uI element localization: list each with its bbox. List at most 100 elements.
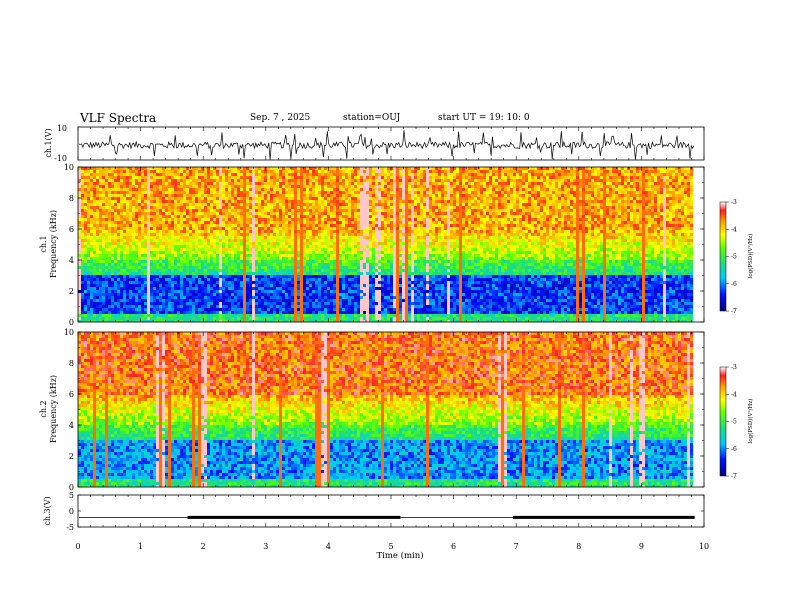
- spectrogram-cell: [339, 233, 343, 237]
- spectrogram-cell: [300, 236, 304, 240]
- spectrogram-cell: [237, 176, 241, 180]
- spectrogram-cell: [660, 176, 664, 180]
- spectrogram-cell: [309, 197, 313, 201]
- spectrogram-cell: [87, 170, 91, 174]
- spectrogram-cell: [423, 230, 427, 234]
- spectrogram-cell: [639, 221, 643, 225]
- spectrogram-cell: [555, 170, 559, 174]
- spectrogram-cell: [441, 170, 445, 174]
- spectrogram-cell: [606, 218, 610, 222]
- spectrogram-cell: [642, 170, 646, 174]
- spectrogram-cell: [243, 197, 247, 201]
- spectrogram-cell: [183, 191, 187, 195]
- spectrogram-cell: [390, 170, 394, 174]
- spectrogram-cell: [522, 236, 526, 240]
- spectrogram-cell: [510, 215, 514, 219]
- spectrogram-cell: [381, 218, 385, 222]
- spectrogram-cell: [393, 167, 397, 171]
- spectrogram-cell: [588, 176, 592, 180]
- spectrogram-cell: [318, 167, 322, 171]
- spectrogram-cell: [507, 191, 511, 195]
- spectrogram-cell: [99, 188, 103, 192]
- spectrogram-cell: [609, 182, 613, 186]
- spectrogram-cell: [564, 233, 568, 237]
- spectrogram-cell: [462, 197, 466, 201]
- spectrogram-cell: [393, 203, 397, 207]
- spectrogram-cell: [87, 209, 91, 213]
- spectrogram-cell: [243, 170, 247, 174]
- spectrogram-cell: [180, 179, 184, 183]
- spectrogram-cell: [312, 188, 316, 192]
- spectrogram-cell: [486, 221, 490, 225]
- spectrogram-cell: [456, 185, 460, 189]
- spectrogram-cell: [108, 224, 112, 228]
- spectrogram-cell: [258, 197, 262, 201]
- spectrogram-cell: [147, 203, 151, 207]
- spectrogram-cell: [117, 197, 121, 201]
- spectrogram-cell: [132, 212, 136, 216]
- spectrogram-cell: [468, 179, 472, 183]
- spectrogram-cell: [351, 188, 355, 192]
- spectrogram-cell: [597, 191, 601, 195]
- spectrogram-cell: [582, 230, 586, 234]
- spectrogram-cell: [330, 215, 334, 219]
- spectrogram-cell: [435, 212, 439, 216]
- spectrogram-cell: [261, 167, 265, 171]
- spectrogram-cell: [648, 182, 652, 186]
- spectrogram-cell: [249, 227, 253, 231]
- spectrogram-cell: [186, 221, 190, 225]
- spectrogram-cell: [228, 179, 232, 183]
- spectrogram-cell: [153, 182, 157, 186]
- spectrogram-cell: [615, 173, 619, 177]
- spectrogram-cell: [120, 179, 124, 183]
- spectrogram-cell: [114, 233, 118, 237]
- spectrogram-cell: [147, 230, 151, 234]
- spectrogram-cell: [366, 203, 370, 207]
- spectrogram-cell: [591, 209, 595, 213]
- spectrogram-cell: [141, 197, 145, 201]
- spectrogram-cell: [336, 200, 340, 204]
- spectrogram-cell: [582, 206, 586, 210]
- spectrogram-cell: [648, 227, 652, 231]
- spectrogram-cell: [576, 233, 580, 237]
- spectrogram-cell: [201, 179, 205, 183]
- spectrogram-cell: [84, 170, 88, 174]
- spectrogram-cell: [534, 203, 538, 207]
- spectrogram-cell: [216, 179, 220, 183]
- spectrogram-cell: [240, 176, 244, 180]
- spectrogram-cell: [618, 230, 622, 234]
- spectrogram-cell: [219, 188, 223, 192]
- spectrogram-cell: [426, 209, 430, 213]
- spectrogram-cell: [261, 224, 265, 228]
- spectrogram-cell: [645, 227, 649, 231]
- spectrogram-cell: [321, 197, 325, 201]
- spectrogram-cell: [597, 200, 601, 204]
- spectrogram-cell: [342, 209, 346, 213]
- spectrogram-cell: [99, 206, 103, 210]
- spectrogram-cell: [441, 224, 445, 228]
- spectrogram-cell: [672, 182, 676, 186]
- spectrogram-cell: [246, 236, 250, 240]
- spectrogram-cell: [237, 206, 241, 210]
- spectrogram-cell: [354, 209, 358, 213]
- spectrogram-cell: [237, 209, 241, 213]
- spectrogram-cell: [555, 209, 559, 213]
- spectrogram-cell: [594, 218, 598, 222]
- spectrogram-cell: [270, 191, 274, 195]
- spectrogram-cell: [414, 197, 418, 201]
- spectrogram-cell: [414, 206, 418, 210]
- spectrogram-cell: [558, 167, 562, 171]
- spectrogram-cell: [369, 179, 373, 183]
- spectrogram-cell: [369, 194, 373, 198]
- spectrogram-cell: [600, 167, 604, 171]
- spectrogram-cell: [207, 185, 211, 189]
- spectrogram-cell: [339, 179, 343, 183]
- spectrogram-cell: [132, 206, 136, 210]
- spectrogram-cell: [126, 233, 130, 237]
- spectrogram-cell: [387, 185, 391, 189]
- spectrogram-cell: [363, 233, 367, 237]
- spectrogram-cell: [510, 203, 514, 207]
- spectrogram-cell: [294, 173, 298, 177]
- spectrogram-cell: [108, 227, 112, 231]
- spectrogram-cell: [96, 218, 100, 222]
